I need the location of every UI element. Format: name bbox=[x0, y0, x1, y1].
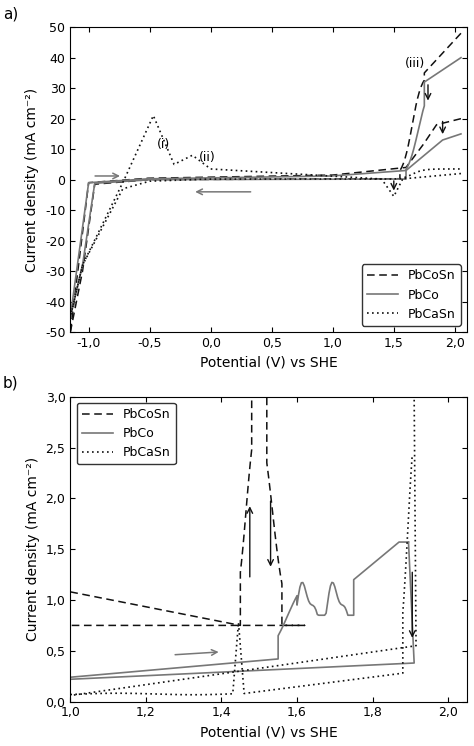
Text: (i): (i) bbox=[157, 137, 170, 151]
Y-axis label: Current density (mA cm⁻²): Current density (mA cm⁻²) bbox=[26, 87, 39, 272]
Text: b): b) bbox=[3, 375, 19, 391]
Y-axis label: Current density (mA cm⁻²): Current density (mA cm⁻²) bbox=[26, 457, 40, 642]
Text: a): a) bbox=[3, 6, 19, 21]
X-axis label: Potential (V) vs SHE: Potential (V) vs SHE bbox=[200, 725, 337, 739]
Text: (iii): (iii) bbox=[405, 57, 425, 70]
Legend: PbCoSn, PbCo, PbCaSn: PbCoSn, PbCo, PbCaSn bbox=[362, 264, 461, 326]
Text: (ii): (ii) bbox=[199, 151, 215, 164]
X-axis label: Potential (V) vs SHE: Potential (V) vs SHE bbox=[200, 356, 337, 369]
Legend: PbCoSn, PbCo, PbCaSn: PbCoSn, PbCo, PbCaSn bbox=[77, 403, 175, 465]
